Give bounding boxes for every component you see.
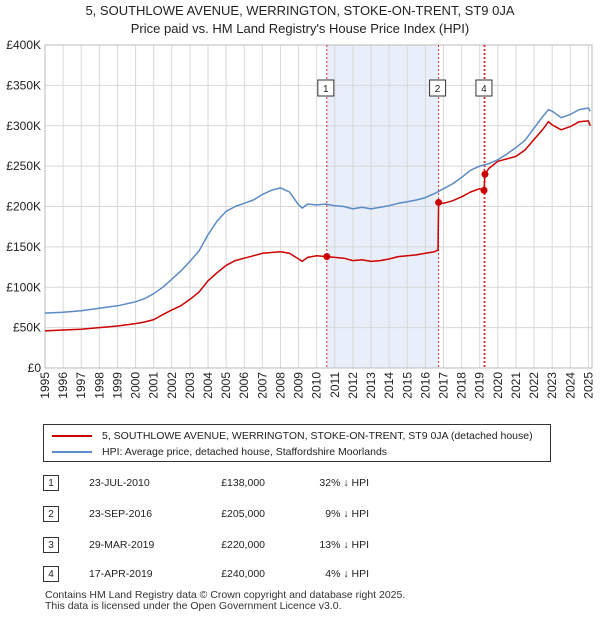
x-tick-label: 2025 <box>581 372 595 399</box>
x-tick-label: 2016 <box>418 372 432 399</box>
x-tick-label: 2018 <box>455 372 469 399</box>
x-tick-label: 2013 <box>364 372 378 399</box>
y-tick-label: £400K <box>6 38 41 52</box>
legend-item-property: 5, SOUTHLOWE AVENUE, WERRINGTON, STOKE-O… <box>52 428 533 444</box>
legend-swatch-hpi <box>52 451 92 453</box>
y-tick-label: £350K <box>6 78 41 92</box>
transaction-price: £205,000 <box>221 508 265 520</box>
price-chart: £0 £50K £100K £150K £200K £250K £300K £350K £400… <box>6 38 595 399</box>
transaction-row: 4 17-APR-2019 £240,000 4% ↓ HPI <box>43 566 563 584</box>
chart-title: 5, SOUTHLOWE AVENUE, WERRINGTON, STOKE-O… <box>85 3 515 18</box>
x-tick-label: 2021 <box>509 372 523 399</box>
transaction-number: 4 <box>43 566 59 582</box>
legend-item-hpi: HPI: Average price, detached house, Staf… <box>52 444 387 460</box>
transaction-row: 3 29-MAR-2019 £220,000 13% ↓ HPI <box>43 537 563 555</box>
x-tick-label: 2000 <box>129 372 143 399</box>
transaction-date: 23-SEP-2016 <box>89 508 153 520</box>
legend: 5, SOUTHLOWE AVENUE, WERRINGTON, STOKE-O… <box>43 424 551 462</box>
series-line-property <box>44 120 591 332</box>
transaction-date: 29-MAR-2019 <box>89 539 155 551</box>
marker-number-box <box>429 79 447 97</box>
x-tick-label: 2011 <box>328 372 342 398</box>
transaction-number: 3 <box>43 537 59 553</box>
y-tick-label: £250K <box>6 159 41 173</box>
x-tick-label: 2006 <box>237 372 251 399</box>
footer: Contains HM Land Registry data © Crown c… <box>45 590 405 612</box>
marker-number-label: 2 <box>435 84 441 95</box>
sale-point-marker <box>480 186 488 194</box>
x-tick-label: 2012 <box>346 372 360 399</box>
footer-licence: This data is licensed under the Open Gov… <box>45 600 342 612</box>
transaction-price: £138,000 <box>221 477 265 489</box>
transaction-price: £240,000 <box>221 568 265 580</box>
x-tick-label: 2010 <box>310 372 324 399</box>
y-tick-label: £300K <box>6 119 41 133</box>
x-tick-label: 1998 <box>92 372 106 399</box>
transaction-hpi: 4% ↓ HPI <box>325 568 369 580</box>
x-tick-label: 1995 <box>38 372 52 399</box>
marker-number-box <box>475 79 493 97</box>
transaction-date: 23-JUL-2010 <box>89 477 150 489</box>
chart-subtitle: Price paid vs. HM Land Registry's House … <box>130 21 470 36</box>
y-tick-label: £100K <box>6 280 41 294</box>
marker-number-box <box>317 79 335 97</box>
x-tick-label: 1999 <box>110 372 124 399</box>
x-tick-label: 2009 <box>292 372 306 399</box>
transaction-row: 2 23-SEP-2016 £205,000 9% ↓ HPI <box>43 506 563 524</box>
transaction-number: 2 <box>43 506 59 522</box>
legend-swatch-property <box>52 435 92 437</box>
x-tick-label: 2022 <box>527 372 541 399</box>
x-tick-label: 2019 <box>473 372 487 399</box>
x-tick-label: 2015 <box>400 372 414 399</box>
y-tick-label: £0 <box>28 361 42 375</box>
x-tick-label: 2003 <box>183 372 197 399</box>
sale-point-marker <box>435 198 443 206</box>
sale-point-marker <box>481 170 489 178</box>
x-tick-label: 2020 <box>491 372 505 399</box>
x-tick-label: 2008 <box>273 372 287 399</box>
x-tick-label: 2017 <box>436 372 450 399</box>
transaction-date: 17-APR-2019 <box>89 568 153 580</box>
marker-number-label: 4 <box>481 84 487 95</box>
x-tick-label: 1996 <box>56 372 70 399</box>
marker-number-label: 1 <box>323 84 329 95</box>
sale-point-marker <box>323 253 331 261</box>
x-tick-label: 2005 <box>219 372 233 399</box>
x-tick-label: 2004 <box>201 372 215 399</box>
legend-label-property: 5, SOUTHLOWE AVENUE, WERRINGTON, STOKE-O… <box>102 430 533 442</box>
x-tick-label: 2024 <box>563 372 577 399</box>
x-tick-label: 1997 <box>74 372 88 399</box>
transaction-hpi: 9% ↓ HPI <box>325 508 369 520</box>
x-tick-label: 2023 <box>545 372 559 399</box>
legend-label-hpi: HPI: Average price, detached house, Staf… <box>102 446 388 458</box>
transaction-price: £220,000 <box>221 539 265 551</box>
y-tick-label: £200K <box>6 200 41 214</box>
x-tick-label: 2001 <box>147 372 161 399</box>
x-tick-label: 2002 <box>165 372 179 399</box>
transaction-hpi: 32% ↓ HPI <box>319 477 369 489</box>
transaction-hpi: 13% ↓ HPI <box>319 539 369 551</box>
x-tick-label: 2007 <box>255 372 269 399</box>
transaction-number: 1 <box>43 475 59 491</box>
transaction-row: 1 23-JUL-2010 £138,000 32% ↓ HPI <box>43 475 563 493</box>
plot-border <box>44 44 593 369</box>
y-tick-label: £50K <box>13 321 41 335</box>
series-line-hpi <box>44 107 591 314</box>
footer-copyright: Contains HM Land Registry data © Crown c… <box>45 589 406 601</box>
x-tick-label: 2014 <box>382 372 396 399</box>
y-tick-label: £150K <box>6 240 41 254</box>
